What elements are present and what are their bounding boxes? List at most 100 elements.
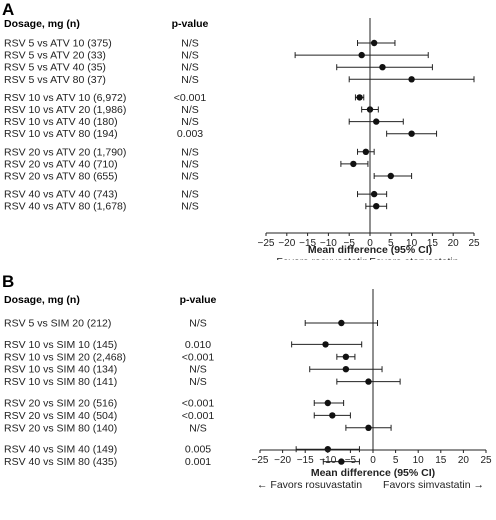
row-p-value: 0.010 — [185, 339, 211, 351]
point-estimate — [324, 446, 331, 453]
point-estimate — [373, 118, 380, 125]
row-p-value: N/S — [181, 104, 199, 116]
point-estimate — [408, 76, 415, 83]
row-label: RSV 40 vs SIM 40 (149) — [4, 444, 117, 456]
row-p-value: N/S — [189, 376, 207, 388]
point-estimate — [365, 424, 372, 431]
row-label: RSV 10 vs SIM 80 (141) — [4, 376, 117, 388]
row-p-value: N/S — [181, 50, 199, 62]
point-estimate — [362, 148, 370, 155]
row-p-value: N/S — [189, 422, 207, 434]
row-p-value: N/S — [181, 116, 199, 128]
column-header-dosage: Dosage, mg (n) — [4, 294, 80, 306]
forest-plot-b: B Dosage, mg (n) p-value RSV 5 vs SIM 20 (2… — [2, 272, 492, 491]
x-tick-label: 25 — [480, 455, 492, 466]
row-p-value: N/S — [189, 318, 207, 330]
row-label: RSV 20 vs SIM 80 (140) — [4, 422, 117, 434]
x-tick-label: −25 — [258, 238, 275, 249]
x-tick-label: 10 — [406, 238, 418, 249]
x-tick-label: −20 — [278, 238, 295, 249]
row-label: RSV 20 vs ATV 80 (655) — [4, 171, 118, 183]
x-tick-label: −5 — [343, 238, 355, 249]
row-label: RSV 5 vs ATV 80 (37) — [4, 74, 106, 86]
point-estimate — [338, 458, 345, 465]
row-label: RSV 10 vs SIM 10 (145) — [4, 339, 117, 351]
point-estimate — [356, 94, 363, 101]
point-estimate — [322, 341, 329, 348]
x-tick-label: 10 — [413, 455, 425, 466]
row-label: RSV 40 vs ATV 40 (743) — [4, 189, 118, 201]
point-estimate — [370, 190, 378, 198]
x-tick-label: 25 — [468, 238, 480, 249]
row-label: RSV 10 vs SIM 40 (134) — [4, 364, 117, 376]
x-tick-label: −10 — [320, 238, 337, 249]
row-label: RSV 5 vs ATV 40 (35) — [4, 62, 106, 74]
row-label: RSV 5 vs ATV 20 (33) — [4, 50, 106, 62]
point-estimate — [342, 366, 350, 373]
x-tick-label: 0 — [370, 455, 376, 466]
point-estimate — [350, 160, 357, 168]
row-p-value: <0.001 — [182, 351, 215, 363]
x-tick-label: −5 — [345, 455, 357, 466]
point-estimate — [365, 378, 372, 385]
point-estimate — [324, 399, 331, 407]
x-axis-title: Mean difference (95% CI) — [308, 244, 432, 256]
row-label: RSV 20 vs ATV 20 (1,790) — [4, 146, 126, 158]
row-p-value: N/S — [181, 38, 199, 50]
row-p-value: N/S — [189, 364, 207, 376]
column-header-p-value: p-value — [172, 18, 209, 30]
favors-left-label: ← Favors rosuvastatin — [257, 479, 362, 491]
x-axis-title: Mean difference (95% CI) — [311, 467, 435, 479]
favors-right-label: Favors simvastatin → — [383, 479, 484, 491]
row-p-value: N/S — [181, 146, 199, 158]
row-label: RSV 10 vs ATV 10 (6,972) — [4, 92, 126, 104]
favors-right-label: Favors atorvastatin → — [369, 256, 472, 260]
point-estimate — [379, 63, 386, 71]
row-p-value: 0.001 — [185, 456, 211, 468]
column-header-dosage: Dosage, mg (n) — [4, 18, 80, 30]
point-estimate — [387, 172, 394, 180]
panel-a: A Dosage, mg (n) p-value RSV 5 vs ATV 10 (3… — [2, 0, 480, 260]
point-estimate — [329, 412, 336, 419]
x-tick-label: 5 — [393, 455, 399, 466]
row-label: RSV 10 vs ATV 40 (180) — [4, 116, 118, 128]
row-label: RSV 5 vs SIM 20 (212) — [4, 318, 111, 330]
row-label: RSV 40 vs ATV 80 (1,678) — [4, 201, 126, 213]
row-p-value: N/S — [181, 201, 199, 213]
panel-label: A — [2, 0, 14, 19]
row-p-value: <0.001 — [182, 410, 215, 422]
row-p-value: <0.001 — [174, 92, 207, 104]
row-label: RSV 10 vs SIM 20 (2,468) — [4, 351, 126, 363]
x-tick-label: −20 — [274, 455, 291, 466]
x-tick-label: 20 — [458, 455, 470, 466]
row-label: RSV 20 vs ATV 40 (710) — [4, 158, 118, 170]
x-tick-label: −15 — [297, 455, 314, 466]
x-tick-label: −10 — [319, 455, 336, 466]
row-label: RSV 10 vs ATV 20 (1,986) — [4, 104, 126, 116]
row-label: RSV 20 vs SIM 40 (504) — [4, 410, 117, 422]
row-label: RSV 20 vs SIM 20 (516) — [4, 398, 117, 410]
point-estimate — [358, 51, 365, 59]
row-p-value: N/S — [181, 74, 199, 86]
row-label: RSV 5 vs ATV 10 (375) — [4, 38, 112, 50]
x-tick-label: 5 — [388, 238, 394, 249]
x-tick-label: 15 — [435, 455, 447, 466]
x-tick-label: 20 — [448, 238, 460, 249]
panel-b: B Dosage, mg (n) p-value RSV 5 vs SIM 20 (2… — [0, 272, 496, 520]
x-tick-label: 15 — [427, 238, 439, 249]
row-p-value: N/S — [181, 171, 199, 183]
row-label: RSV 40 vs SIM 80 (435) — [4, 456, 117, 468]
row-p-value: N/S — [181, 158, 199, 170]
point-estimate — [370, 39, 378, 47]
panel-label: B — [2, 272, 14, 291]
x-tick-label: −15 — [299, 238, 316, 249]
row-label: RSV 10 vs ATV 80 (194) — [4, 128, 118, 140]
point-estimate — [342, 353, 350, 360]
row-p-value: 0.003 — [177, 128, 203, 140]
x-tick-label: 0 — [367, 238, 373, 249]
row-p-value: N/S — [181, 189, 199, 201]
favors-left-label: ← Favors rosuvastatin — [263, 256, 368, 260]
point-estimate — [373, 203, 380, 210]
point-estimate — [338, 319, 345, 327]
